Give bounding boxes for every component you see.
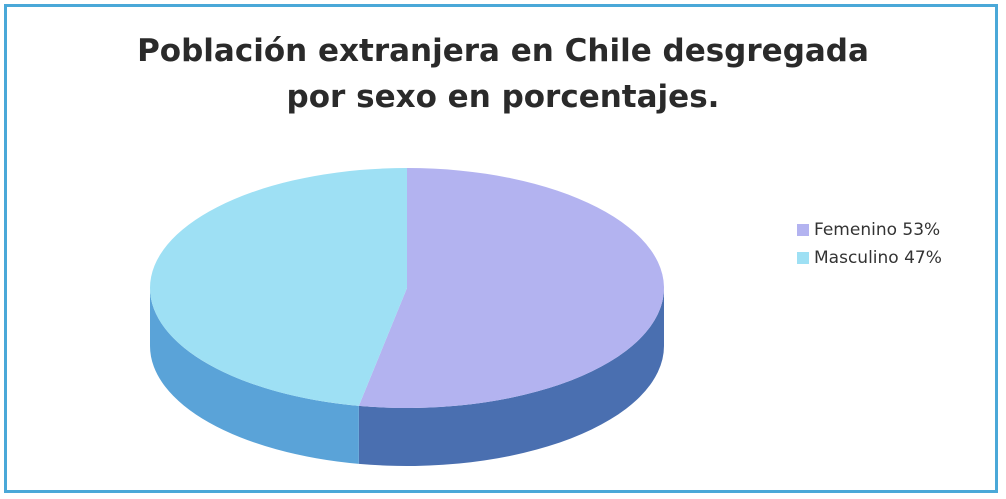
pie-side-1	[150, 288, 359, 464]
legend-label-femenino: Femenino 53%	[814, 220, 941, 240]
chart-title-line-1: Población extranjera en Chile desgregada	[137, 33, 869, 69]
pie-slice-0	[358, 168, 664, 408]
legend: Femenino 53% Masculino 47%	[797, 216, 942, 272]
legend-swatch-masculino	[797, 252, 809, 264]
legend-item-femenino: Femenino 53%	[797, 216, 942, 244]
chart-title: Población extranjera en Chile desgregada…	[0, 28, 1006, 120]
chart-title-line-2: por sexo en porcentajes.	[286, 79, 720, 115]
legend-label-masculino: Masculino 47%	[814, 248, 942, 268]
legend-item-masculino: Masculino 47%	[797, 244, 942, 272]
pie-side-0	[358, 288, 664, 466]
pie-slice-1	[149, 168, 407, 406]
legend-swatch-femenino	[797, 224, 809, 236]
